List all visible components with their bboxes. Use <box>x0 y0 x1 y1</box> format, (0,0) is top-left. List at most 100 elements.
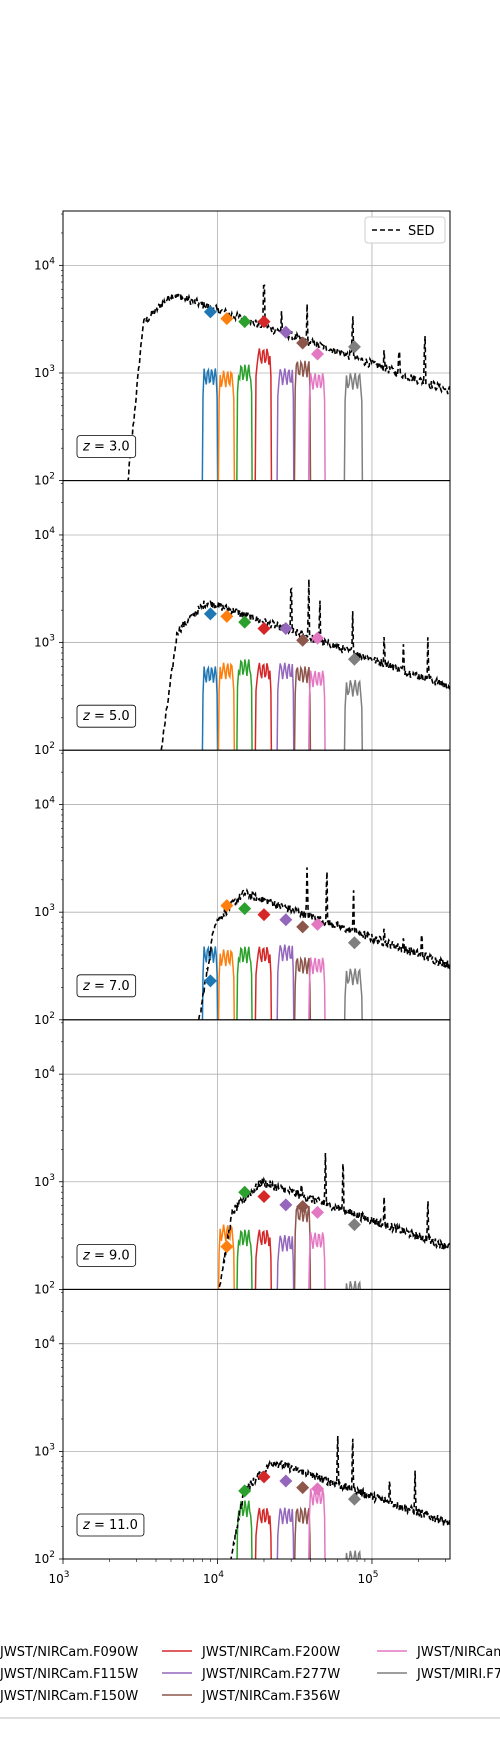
svg-text:z = 9.0: z = 9.0 <box>82 1248 130 1263</box>
panel-z-7-0: 102 103 104 z = 7.0 <box>34 749 451 1027</box>
x-tick-label: 103 <box>48 1570 69 1586</box>
svg-text:z = 3.0: z = 3.0 <box>82 440 130 455</box>
transmission-curve-JWST/NIRCam.F090W <box>201 665 219 751</box>
y-tick-label: 102 <box>34 1550 55 1566</box>
y-tick-label: 104 <box>34 1065 55 1081</box>
sed-legend-label: SED <box>408 224 434 239</box>
transmission-curve-JWST/NIRCam.F200W <box>254 662 273 751</box>
transmission-curve-JWST/NIRCam.F200W <box>254 348 273 481</box>
legend-label: JWST/NIRCam.F356W <box>201 1689 340 1704</box>
transmission-curve-JWST/NIRCam.F356W <box>293 665 312 751</box>
svg-text:z = 5.0: z = 5.0 <box>82 709 130 724</box>
x-tick-label: 105 <box>357 1570 378 1586</box>
legend-label: JWST/NIRCam.F200W <box>201 1645 340 1660</box>
svg-text:z = 7.0: z = 7.0 <box>82 979 130 994</box>
y-tick-label: 103 <box>34 1173 55 1189</box>
y-tick-label: 104 <box>34 256 55 272</box>
transmission-curve-JWST/MIRI.F770W <box>343 679 364 751</box>
redshift-label: z = 9.0 <box>76 1244 137 1267</box>
photometry-point-JWST/NIRCam.F444W <box>310 917 324 931</box>
legend-item-JWST/NIRCam.F200W: JWST/NIRCam.F200W <box>162 1645 340 1660</box>
transmission-curve-JWST/NIRCam.F277W <box>276 368 295 481</box>
y-tick-label: 103 <box>34 364 55 380</box>
photometry-point-JWST/MIRI.F770W <box>347 652 361 666</box>
photometry-point-JWST/NIRCam.F356W <box>296 633 310 647</box>
photometry-point-JWST/NIRCam.F200W <box>257 1189 271 1203</box>
photometry-point-JWST/NIRCam.F150W <box>238 902 252 916</box>
panel-z-11-0: 102 103 104 z = 11.0 <box>34 1288 451 1566</box>
sed-legend: SED <box>364 216 446 244</box>
photometry-point-JWST/NIRCam.F150W <box>238 615 252 629</box>
legend-label: JWST/NIRCam.F115W <box>0 1667 138 1682</box>
sed-line <box>197 867 450 1020</box>
axes-frame <box>62 1288 451 1560</box>
panel-z-9-0: 102 103 104 z = 9.0 <box>34 1019 451 1296</box>
photometry-point-JWST/NIRCam.F277W <box>279 1198 293 1212</box>
transmission-curve-JWST/NIRCam.F115W <box>217 949 236 1020</box>
filter-legend: JWST/NIRCam.F090W JWST/NIRCam.F115W JWST/N… <box>0 1645 500 1719</box>
photometry-point-JWST/NIRCam.F090W <box>203 974 217 988</box>
legend-label: JWST/NIRCam.F090W <box>0 1645 138 1660</box>
plot-area <box>160 579 450 751</box>
photometry-point-JWST/MIRI.F770W <box>347 1218 361 1232</box>
photometry-point-JWST/NIRCam.F444W <box>310 1205 324 1219</box>
photometry-point-JWST/NIRCam.F277W <box>279 325 293 339</box>
photometry-point-JWST/MIRI.F770W <box>347 936 361 950</box>
plot-area <box>197 867 450 1020</box>
photometry-point-JWST/NIRCam.F150W <box>238 315 252 329</box>
svg-text:z = 11.0: z = 11.0 <box>82 1518 138 1533</box>
photometry-point-JWST/NIRCam.F277W <box>279 913 293 927</box>
photometry-point-JWST/NIRCam.F150W <box>238 1185 252 1199</box>
transmission-curve-JWST/NIRCam.F090W <box>201 367 219 481</box>
transmission-curve-JWST/NIRCam.F115W <box>217 370 236 481</box>
panel-z-3-0: 102 103 104 z = 3.0 <box>34 210 451 488</box>
photometry-point-JWST/NIRCam.F200W <box>257 622 271 636</box>
transmission-curve-JWST/MIRI.F770W <box>343 967 363 1020</box>
photometry-point-JWST/NIRCam.F356W <box>296 336 310 350</box>
photometry-point-JWST/NIRCam.F115W <box>220 609 234 623</box>
transmission-curve-JWST/NIRCam.F277W <box>276 1507 295 1560</box>
photometry-point-JWST/NIRCam.F444W <box>310 1482 324 1496</box>
transmission-curve-JWST/NIRCam.F200W <box>254 946 273 1020</box>
legend-label: JWST/NIRCam.F444W <box>416 1645 500 1660</box>
photometry-point-JWST/NIRCam.F115W <box>220 312 234 326</box>
y-tick-label: 102 <box>34 1280 55 1296</box>
photometry-point-JWST/MIRI.F770W <box>347 340 361 354</box>
photometry-point-JWST/NIRCam.F200W <box>257 315 271 329</box>
y-tick-label: 102 <box>34 472 55 488</box>
transmission-curve-JWST/NIRCam.F444W <box>307 372 326 481</box>
y-tick-label: 104 <box>34 1335 55 1351</box>
photometry-point-JWST/NIRCam.F115W <box>220 1240 234 1254</box>
legend-label: JWST/NIRCam.F277W <box>201 1667 340 1682</box>
transmission-curve-JWST/MIRI.F770W <box>345 1549 362 1560</box>
plot-area <box>127 284 450 481</box>
legend-item-JWST/NIRCam.F356W: JWST/NIRCam.F356W <box>162 1689 340 1704</box>
transmission-curve-JWST/MIRI.F770W <box>345 1280 362 1290</box>
legend-item-JWST/NIRCam.F115W: JWST/NIRCam.F115W <box>0 1667 138 1682</box>
transmission-curve-JWST/NIRCam.F277W <box>276 944 295 1020</box>
legend-item-JWST/MIRI.F770W: JWST/MIRI.F770W <box>377 1667 500 1682</box>
x-tick-label: 104 <box>203 1570 224 1586</box>
transmission-curve-JWST/NIRCam.F356W <box>294 1506 311 1560</box>
legend-item-JWST/NIRCam.F090W: JWST/NIRCam.F090W <box>0 1645 138 1660</box>
gridlines <box>63 1289 450 1559</box>
photometry-point-JWST/NIRCam.F200W <box>257 1470 271 1484</box>
transmission-curve-JWST/NIRCam.F277W <box>276 662 295 751</box>
y-tick-label: 103 <box>34 634 55 650</box>
redshift-label: z = 5.0 <box>76 704 137 728</box>
legend-item-JWST/NIRCam.F444W: JWST/NIRCam.F444W <box>377 1645 500 1660</box>
transmission-curve-JWST/NIRCam.F444W <box>308 670 326 751</box>
transmission-curve-JWST/NIRCam.F356W <box>293 359 312 481</box>
transmission-curve-JWST/NIRCam.F277W <box>276 1234 295 1290</box>
x-axis: 103 104 105 <box>48 1559 446 1586</box>
y-tick-label: 103 <box>34 903 55 919</box>
transmission-curve-JWST/NIRCam.F444W <box>308 1232 326 1290</box>
sed-line <box>218 1152 450 1290</box>
transmission-curve-JWST/NIRCam.F150W <box>236 946 253 1020</box>
photometry-point-JWST/NIRCam.F356W <box>296 1199 310 1213</box>
legend-item-JWST/NIRCam.F150W: JWST/NIRCam.F150W <box>0 1689 138 1704</box>
photometry-point-JWST/NIRCam.F115W <box>220 899 234 913</box>
transmission-curve-JWST/NIRCam.F444W <box>308 957 326 1020</box>
y-tick-label: 102 <box>34 1011 55 1027</box>
